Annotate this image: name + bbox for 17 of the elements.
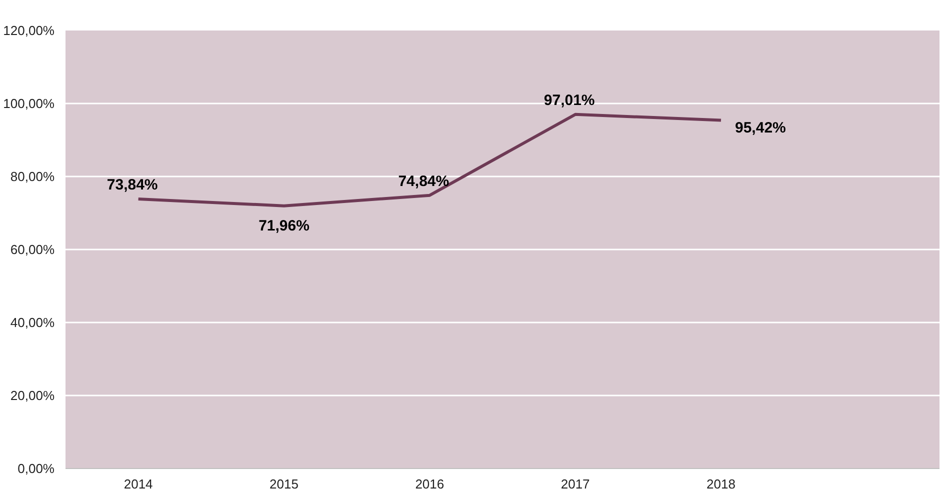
y-tick-label: 0,00%: [18, 461, 55, 476]
x-tick-label: 2015: [270, 476, 298, 492]
x-tick-label: 2014: [124, 476, 153, 492]
y-tick-label: 20,00%: [10, 388, 55, 403]
data-label: 71,96%: [258, 217, 310, 234]
data-label: 97,01%: [544, 92, 595, 109]
x-tick-label: 2016: [415, 476, 444, 492]
y-tick-label: 80,00%: [10, 169, 55, 184]
data-label: 95,42%: [735, 120, 786, 137]
data-label: 73,84%: [106, 176, 158, 194]
y-tick-label: 120,00%: [3, 23, 55, 38]
data-label: 74,84%: [398, 172, 450, 190]
y-tick-label: 100,00%: [3, 96, 55, 111]
x-tick-label: 2017: [560, 476, 590, 492]
y-tick-label: 40,00%: [10, 315, 55, 330]
y-tick-label: 60,00%: [10, 242, 55, 257]
x-tick-label: 2018: [706, 476, 736, 492]
